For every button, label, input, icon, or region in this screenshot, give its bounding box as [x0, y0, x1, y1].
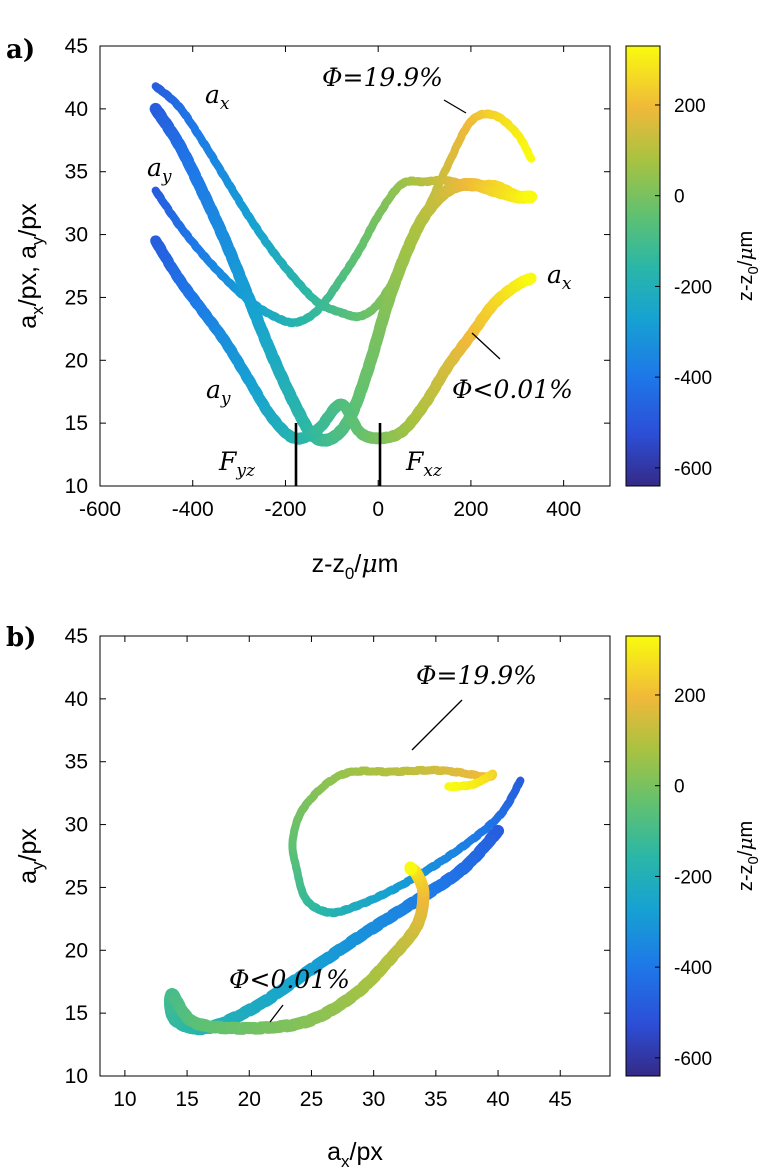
colorbar-tick-label: -200 [674, 277, 712, 298]
leader-phi-low-b [269, 1004, 284, 1023]
y-axis-label-a: ax/px, ay/px [14, 203, 47, 329]
y-tick-label: 20 [65, 939, 88, 962]
x-tick-label: 45 [549, 1088, 572, 1111]
y-tick-label: 10 [65, 475, 88, 498]
x-tick-label: 10 [113, 1088, 136, 1111]
x-tick-label: 30 [362, 1088, 385, 1111]
x-tick-label: 25 [300, 1088, 323, 1111]
annotation-phi-low-a: Φ<0.01% [452, 375, 573, 404]
colorbar-ticks-b: 200 0 -200 -400 -600 [655, 686, 712, 1070]
y-tick-label: 30 [65, 814, 88, 837]
y-axis-label-b: ay/px [14, 828, 47, 884]
label-f-yz: Fyz [218, 447, 256, 481]
y-tick-label: 25 [65, 876, 88, 899]
x-tick-label: -200 [264, 498, 306, 521]
colorbar-label-b: z-z0/μm [733, 821, 762, 891]
x-tick-label: 200 [453, 498, 488, 521]
colorbar-label-a: z-z0/μm [733, 231, 762, 301]
colorbar-tick-label: -600 [674, 1049, 712, 1070]
y-tick-label: 35 [65, 751, 88, 774]
x-axis-label-b: ax/px [327, 1138, 383, 1171]
y-tick-label: 35 [65, 161, 88, 184]
annotation-phi-high-a: Φ=19.9% [322, 63, 443, 92]
x-axis-label-a: z-z0/μm [312, 549, 399, 583]
x-tick-label: -400 [172, 498, 214, 521]
y-tick-label: 15 [65, 412, 88, 435]
colorbar-tick-label: 200 [674, 686, 706, 707]
label-ay-upper-left: ay [147, 153, 172, 187]
colorbar-tick-label: -400 [674, 368, 712, 389]
leader-phi-high-b [411, 699, 463, 751]
colorbar-tick-label: 0 [674, 187, 685, 208]
axes-box-b [99, 635, 611, 1077]
y-tick-label: 10 [65, 1065, 88, 1088]
colorbar-tick-label: 200 [674, 96, 706, 117]
annotation-phi-high-b: Φ=19.9% [416, 661, 537, 690]
panel-label-a: a) [6, 35, 35, 65]
x-tick-label: 20 [238, 1088, 261, 1111]
axes-box-a [99, 45, 611, 487]
panel-label-b: b) [6, 623, 36, 653]
y-tick-label: 30 [65, 224, 88, 247]
plot-area-a: -600 -400 -200 0 200 400 10 15 20 25 30 35 40 45 [65, 35, 611, 521]
label-ay-lower: ay [206, 375, 231, 409]
series-b-1 [164, 824, 505, 1036]
label-ax-right: ax [547, 260, 572, 294]
x-tick-label: 15 [175, 1088, 198, 1111]
x-tick-label: 400 [546, 498, 581, 521]
y-tick-label: 45 [65, 625, 88, 648]
y-tick-label: 40 [65, 688, 88, 711]
label-f-xz: Fxz [405, 447, 443, 481]
colorbar-ticks-a: 200 0 -200 -400 -600 [655, 96, 712, 480]
y-tick-label: 40 [65, 98, 88, 121]
x-tick-label: 40 [486, 1088, 509, 1111]
x-tick-label: 0 [372, 498, 384, 521]
leader-phi-high-a [443, 99, 467, 114]
y-tick-label: 15 [65, 1002, 88, 1025]
plot-area-b: 10 15 20 25 30 35 40 45 10 15 20 25 30 35 40 45 [65, 625, 611, 1111]
series-a-3 [150, 235, 537, 445]
x-tick-label: 35 [424, 1088, 447, 1111]
colorbar-tick-label: -200 [674, 867, 712, 888]
colorbar-tick-label: -400 [674, 958, 712, 979]
x-tick-label: -600 [79, 498, 121, 521]
annotation-phi-low-b: Φ<0.01% [229, 965, 350, 994]
colorbar-tick-label: 0 [674, 777, 685, 798]
leader-phi-low-a [471, 332, 501, 360]
colorbar-b [625, 635, 661, 1077]
colorbar-a [625, 45, 661, 487]
y-tick-label: 45 [65, 35, 88, 58]
label-ax-upper-left: ax [205, 80, 230, 114]
y-tick-label: 25 [65, 286, 88, 309]
data-point [526, 153, 536, 163]
series-b-0 [288, 765, 525, 918]
colorbar-tick-label: -600 [674, 459, 712, 480]
y-tick-label: 20 [65, 349, 88, 372]
